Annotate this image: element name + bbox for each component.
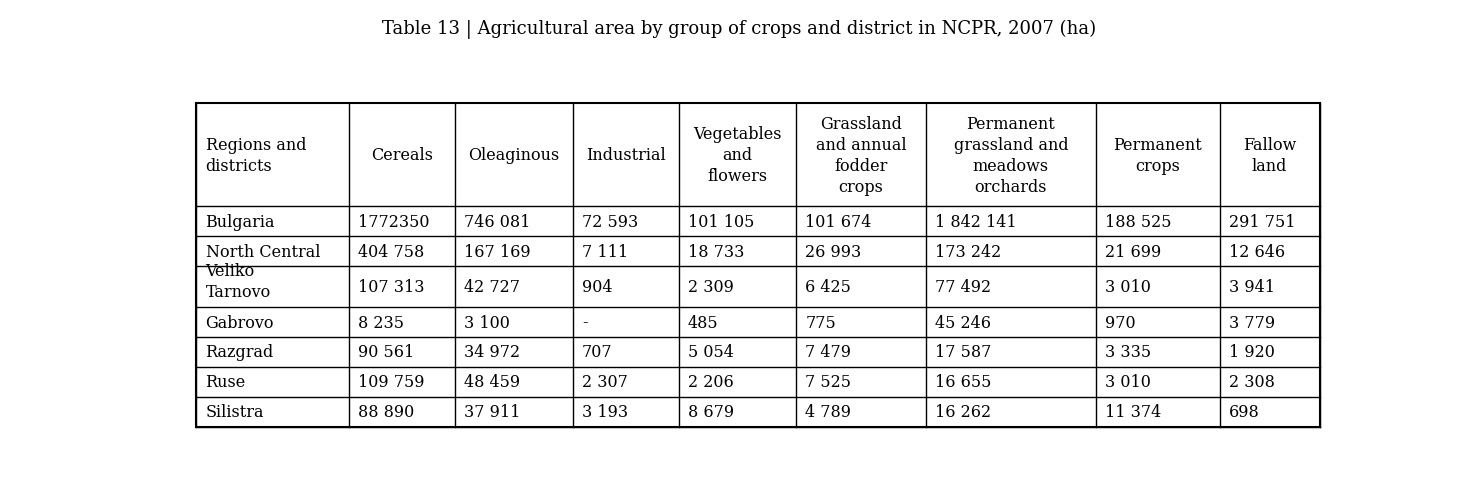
Text: Bulgaria: Bulgaria bbox=[206, 213, 275, 230]
Text: 291 751: 291 751 bbox=[1229, 213, 1296, 230]
Text: 101 674: 101 674 bbox=[806, 213, 871, 230]
Text: Ruse: Ruse bbox=[206, 374, 246, 390]
Text: 109 759: 109 759 bbox=[358, 374, 424, 390]
Text: 188 525: 188 525 bbox=[1105, 213, 1171, 230]
Text: 6 425: 6 425 bbox=[806, 279, 852, 296]
Text: 16 262: 16 262 bbox=[935, 404, 991, 420]
Text: 42 727: 42 727 bbox=[464, 279, 521, 296]
Text: 12 646: 12 646 bbox=[1229, 244, 1285, 260]
Text: 3 010: 3 010 bbox=[1105, 374, 1151, 390]
Text: Regions and
districts: Regions and districts bbox=[206, 137, 306, 174]
Text: 3 779: 3 779 bbox=[1229, 314, 1275, 331]
Text: 904: 904 bbox=[581, 279, 612, 296]
Text: 707: 707 bbox=[581, 344, 612, 361]
Text: 4 789: 4 789 bbox=[806, 404, 852, 420]
Text: 7 525: 7 525 bbox=[806, 374, 852, 390]
Text: 746 081: 746 081 bbox=[464, 213, 531, 230]
Text: 173 242: 173 242 bbox=[935, 244, 1001, 260]
Text: 77 492: 77 492 bbox=[935, 279, 991, 296]
Text: 16 655: 16 655 bbox=[935, 374, 991, 390]
Text: 45 246: 45 246 bbox=[935, 314, 991, 331]
Text: 3 335: 3 335 bbox=[1105, 344, 1152, 361]
Text: 7 111: 7 111 bbox=[581, 244, 629, 260]
Text: 37 911: 37 911 bbox=[464, 404, 521, 420]
Text: 90 561: 90 561 bbox=[358, 344, 414, 361]
Text: 2 307: 2 307 bbox=[581, 374, 627, 390]
Text: 1 842 141: 1 842 141 bbox=[935, 213, 1016, 230]
Text: North Central: North Central bbox=[206, 244, 319, 260]
Text: 18 733: 18 733 bbox=[688, 244, 744, 260]
Text: 3 941: 3 941 bbox=[1229, 279, 1275, 296]
Text: Veliko
Tarnovo: Veliko Tarnovo bbox=[206, 263, 271, 301]
Text: 34 972: 34 972 bbox=[464, 344, 521, 361]
Text: 11 374: 11 374 bbox=[1105, 404, 1161, 420]
Text: 2 206: 2 206 bbox=[688, 374, 734, 390]
Bar bbox=[197, 103, 1319, 427]
Text: Gabrovo: Gabrovo bbox=[206, 314, 274, 331]
Text: Table 13 | Agricultural area by group of crops and district in NCPR, 2007 (ha): Table 13 | Agricultural area by group of… bbox=[383, 20, 1096, 39]
Text: 8 235: 8 235 bbox=[358, 314, 404, 331]
Text: 1 920: 1 920 bbox=[1229, 344, 1275, 361]
Text: 3 100: 3 100 bbox=[464, 314, 510, 331]
Text: 88 890: 88 890 bbox=[358, 404, 414, 420]
Text: Cereals: Cereals bbox=[371, 147, 433, 164]
Text: 404 758: 404 758 bbox=[358, 244, 424, 260]
Text: 775: 775 bbox=[806, 314, 836, 331]
Text: 698: 698 bbox=[1229, 404, 1260, 420]
Text: 17 587: 17 587 bbox=[935, 344, 991, 361]
Text: Industrial: Industrial bbox=[586, 147, 666, 164]
Text: 1772350: 1772350 bbox=[358, 213, 430, 230]
Text: 107 313: 107 313 bbox=[358, 279, 424, 296]
Text: Fallow
land: Fallow land bbox=[1242, 137, 1296, 174]
Text: Vegetables
and
flowers: Vegetables and flowers bbox=[694, 126, 782, 184]
Text: 3 193: 3 193 bbox=[581, 404, 629, 420]
Text: 48 459: 48 459 bbox=[464, 374, 521, 390]
Text: 2 308: 2 308 bbox=[1229, 374, 1275, 390]
Text: Permanent
grassland and
meadows
orchards: Permanent grassland and meadows orchards bbox=[954, 116, 1068, 195]
Text: 5 054: 5 054 bbox=[688, 344, 734, 361]
Text: Grassland
and annual
fodder
crops: Grassland and annual fodder crops bbox=[815, 116, 907, 195]
Text: 21 699: 21 699 bbox=[1105, 244, 1161, 260]
Text: 7 479: 7 479 bbox=[806, 344, 852, 361]
Text: 72 593: 72 593 bbox=[581, 213, 637, 230]
Text: Razgrad: Razgrad bbox=[206, 344, 274, 361]
Text: 167 169: 167 169 bbox=[464, 244, 531, 260]
Text: Silistra: Silistra bbox=[206, 404, 265, 420]
Text: Oleaginous: Oleaginous bbox=[469, 147, 559, 164]
Text: -: - bbox=[581, 314, 587, 331]
Text: 3 010: 3 010 bbox=[1105, 279, 1151, 296]
Text: 26 993: 26 993 bbox=[806, 244, 862, 260]
Text: 970: 970 bbox=[1105, 314, 1136, 331]
Text: 101 105: 101 105 bbox=[688, 213, 754, 230]
Text: 2 309: 2 309 bbox=[688, 279, 734, 296]
Text: 8 679: 8 679 bbox=[688, 404, 734, 420]
Text: 485: 485 bbox=[688, 314, 719, 331]
Text: Permanent
crops: Permanent crops bbox=[1114, 137, 1202, 174]
